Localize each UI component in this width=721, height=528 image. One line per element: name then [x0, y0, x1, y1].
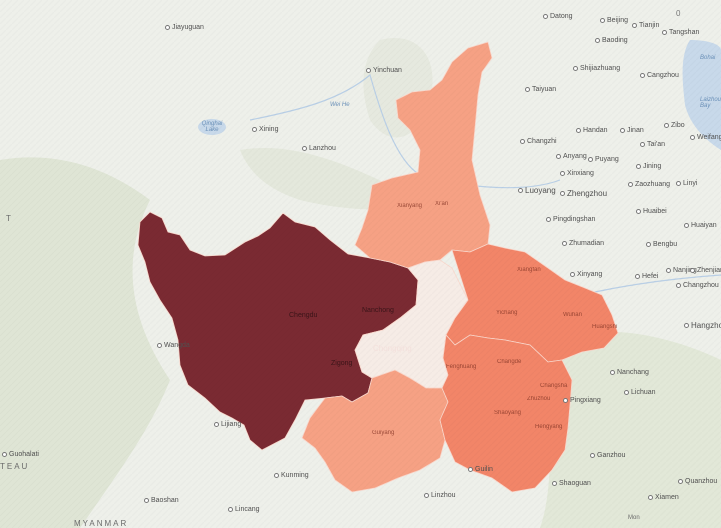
label-datong: Datong — [543, 13, 573, 20]
label-wei-he: Wei He — [330, 102, 350, 108]
label-xiamen: Xiamen — [648, 494, 679, 501]
label-cangzhou: Cangzhou — [640, 72, 679, 79]
label-changde: Changde — [497, 359, 522, 365]
label-huangshi: Huangshi — [592, 324, 618, 330]
label-bengbu: Bengbu — [646, 241, 677, 248]
label-guiyang: Guiyang — [372, 430, 395, 436]
label-bohai: Bohai — [700, 55, 716, 61]
label-ganzhou: Ganzhou — [590, 452, 625, 459]
label-nanchang: Nanchang — [610, 369, 649, 376]
label-changzhou: Changzhou — [676, 282, 719, 289]
label-pingxiang: Pingxiang — [563, 397, 601, 404]
label-lijiang: Lijiang — [214, 421, 241, 428]
label-wangda: Wangda — [157, 342, 190, 349]
label-beijing: Beijing — [600, 17, 628, 24]
label-linzhou: Linzhou — [424, 492, 456, 499]
label-anyang: Anyang — [556, 153, 587, 160]
scale-mark: 0 — [676, 9, 681, 18]
label-lanzhou: Lanzhou — [302, 145, 336, 152]
label-baoshan: Baoshan — [144, 497, 179, 504]
label-yichang: Yichang — [496, 310, 518, 316]
label-huaiyan: Huaiyan — [684, 222, 717, 229]
label-qinghai-lake: Qinghai Lake — [201, 121, 223, 133]
label-zhumadian: Zhumadian — [562, 240, 604, 247]
label-hangzhou: Hangzhou — [684, 322, 721, 330]
label-xian: Xi'an — [435, 201, 449, 207]
label-hefei: Hefei — [635, 273, 658, 280]
label-shaoyang: Shaoyang — [494, 410, 522, 416]
label-nanjing: Nanjing — [666, 267, 697, 274]
label-zigong: Zigong — [331, 360, 353, 367]
label-linyi: Linyi — [676, 180, 697, 187]
label-laizhou-bay: Laizhou Bay — [700, 97, 721, 109]
label-zhuzhou: Zhuzhou — [527, 396, 551, 402]
label-wuhan: Wuhan — [563, 312, 582, 318]
label-baoding: Baoding — [595, 37, 628, 44]
label-zhenjiang: Zhenjiang — [690, 267, 721, 274]
label-weifang: Weifang — [690, 134, 721, 141]
label-xinyang: Xinyang — [570, 271, 602, 278]
label-shijiazhuang: Shijiazhuang — [573, 65, 620, 72]
label-nanchong: Nanchong — [362, 307, 394, 314]
label-guilin: Guilin — [468, 466, 493, 473]
label-taian: Tai'an — [640, 141, 665, 148]
label-zhengzhou: Zhengzhou — [560, 190, 607, 198]
label-luoyang: Luoyang — [518, 187, 556, 195]
label-xianyang: Xianyang — [397, 203, 423, 209]
label-shaoguan: Shaoguan — [552, 480, 591, 487]
label-changzhi: Changzhi — [520, 138, 557, 145]
label-jining: Jining — [636, 163, 661, 170]
label-guohalati: Guohalati — [2, 451, 39, 458]
label-quanzhou: Quanzhou — [678, 478, 717, 485]
label-handan: Handan — [576, 127, 608, 134]
label-huaibei: Huaibei — [636, 208, 667, 215]
label-tangshan: Tangshan — [662, 29, 699, 36]
label-yinchuan: Yinchuan — [366, 67, 402, 74]
label-jiayuguan: Jiayuguan — [165, 24, 204, 31]
label-xiangfan: Xiangfan — [517, 267, 541, 273]
label-zibo: Zibo — [664, 122, 685, 129]
label-plateau: TEAU — [0, 462, 30, 471]
label-hengyang: Hengyang — [535, 424, 563, 430]
label-xining: Xining — [252, 126, 278, 133]
label-lichuan: Lichuan — [624, 389, 656, 396]
label-jinan: Jinan — [620, 127, 644, 134]
label-chongqing: Chongqing — [373, 344, 412, 353]
label-lincang: Lincang — [228, 506, 260, 513]
label-xinxiang: Xinxiang — [560, 170, 594, 177]
label-fenghuang: Fenghuang — [446, 364, 477, 370]
label-puyang: Puyang — [588, 156, 619, 163]
label-chengdu: Chengdu — [289, 312, 318, 319]
label-kunming: Kunming — [274, 472, 309, 479]
label-mon: Mon — [628, 515, 640, 521]
label-changsha: Changsha — [540, 383, 568, 389]
label-tianjin: Tianjin — [632, 22, 659, 29]
label-zaozhuang: Zaozhuang — [628, 181, 670, 188]
label-taiyuan: Taiyuan — [525, 86, 556, 93]
label-pingdingshan: Pingdingshan — [546, 216, 595, 223]
label-tibet-t: T — [6, 214, 13, 223]
label-myanmar: MYANMAR — [74, 519, 129, 528]
